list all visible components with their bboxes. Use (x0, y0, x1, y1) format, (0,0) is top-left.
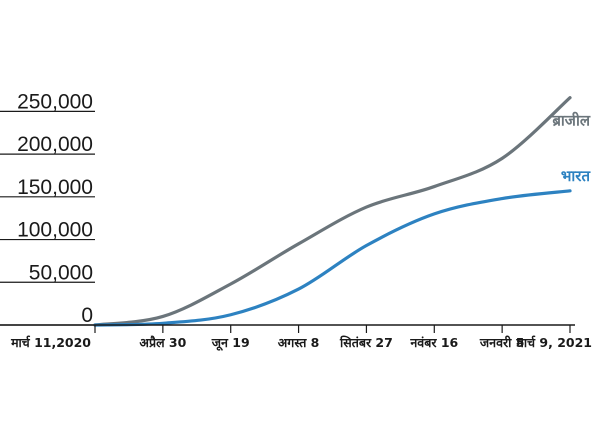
x-tick-label: नवंबर 16 (409, 335, 458, 350)
y-tick-label: 150,000 (17, 176, 93, 199)
x-tick-label: मार्च 9, 2021 (515, 335, 592, 350)
y-tick-label: 200,000 (17, 133, 93, 156)
series-line-india (93, 189, 572, 327)
x-tick-label: जून 19 (211, 335, 250, 351)
series-line-brazil (93, 96, 572, 327)
y-axis-ticks: 0 50,000 100,000 150,000 200,000 250,000 (0, 90, 95, 327)
x-tick-label: सितंबर 27 (339, 335, 393, 350)
x-axis-ticks: मार्च 11,2020 अप्रैल 30 जून 19 अगस्त 8 सितंब… (10, 325, 592, 351)
y-tick-label: 50,000 (29, 261, 93, 284)
y-tick-label: 0 (81, 304, 93, 327)
x-tick-label: अप्रैल 30 (139, 335, 186, 350)
series-lines (93, 96, 572, 327)
y-tick-label: 100,000 (17, 219, 93, 242)
series-label-brazil: ब्राजील (551, 112, 590, 130)
x-tick-label: अगस्त 8 (278, 335, 320, 350)
x-tick-label: जनवरी 5 (479, 335, 525, 350)
series-label-india: भारत (561, 167, 592, 185)
y-tick-label: 250,000 (17, 90, 93, 113)
x-tick-label: मार्च 11,2020 (10, 335, 91, 350)
series-labels: ब्राजील भारत (551, 112, 591, 185)
